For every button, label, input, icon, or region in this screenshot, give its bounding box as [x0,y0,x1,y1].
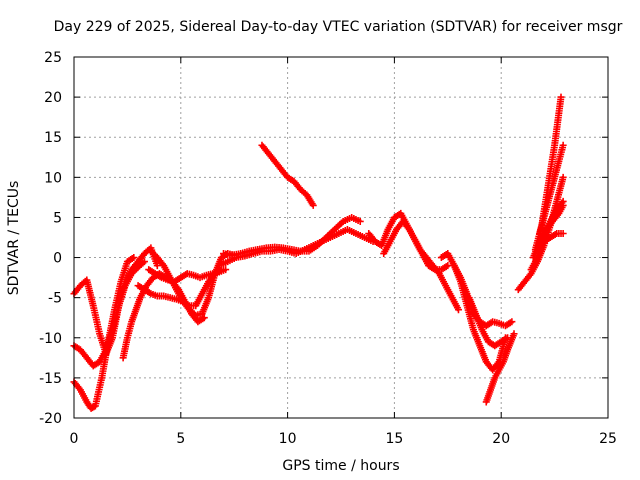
series-21 [536,141,567,237]
series-9 [220,213,364,259]
axis-ticks [73,56,609,419]
data-point [130,254,138,262]
y-tick-label: -20 [39,411,62,427]
data-point [309,201,317,209]
data-point [559,201,567,209]
y-tick-label: -15 [39,371,62,387]
series-20 [531,93,565,254]
grid-lines [74,57,608,418]
data-points [70,93,567,412]
series-22 [540,229,567,246]
data-point [356,217,364,225]
data-point [559,229,567,237]
chart-title: Day 229 of 2025, Sidereal Day-to-day VTE… [54,19,623,35]
plot-frame [73,56,609,419]
data-point [222,266,230,274]
series-7 [147,247,238,319]
series-3 [70,254,138,412]
x-tick-labels: 0 5 10 15 20 25 [70,431,617,447]
series-10 [258,141,317,209]
data-point [444,262,452,270]
data-point [557,93,565,101]
x-tick-label: 10 [279,431,297,447]
series-15 [465,294,512,350]
data-point [153,262,161,270]
x-tick-label: 15 [385,431,403,447]
data-point [200,314,208,322]
data-point [454,306,462,314]
y-tick-label: 5 [53,210,62,226]
y-tick-label: 0 [53,251,62,267]
data-point [508,318,516,326]
y-tick-label: -5 [48,291,62,307]
data-point [510,330,518,338]
x-axis-label: GPS time / hours [282,458,399,474]
y-tick-label: 25 [44,50,62,66]
series-16 [482,330,518,406]
data-point [559,173,567,181]
data-point [559,141,567,149]
y-tick-label: -10 [39,331,62,347]
y-tick-labels: -20 -15 -10 -5 0 5 10 15 20 25 [39,50,62,427]
y-tick-label: 15 [44,130,62,146]
x-tick-label: 0 [70,431,79,447]
y-axis-label: SDTVAR / TECUs [6,181,22,296]
series-12 [380,217,452,274]
series-14 [450,262,516,330]
x-tick-label: 20 [492,431,510,447]
y-tick-label: 10 [44,170,62,186]
x-tick-label: 5 [176,431,185,447]
y-tick-label: 20 [44,90,62,106]
data-point [140,258,148,266]
x-tick-label: 25 [599,431,617,447]
